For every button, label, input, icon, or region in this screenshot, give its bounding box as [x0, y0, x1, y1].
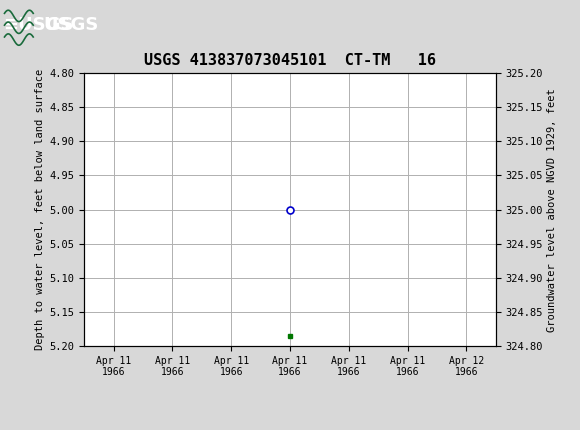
Text: ≡USGS: ≡USGS: [3, 16, 74, 34]
Text: USGS: USGS: [44, 16, 99, 34]
Y-axis label: Groundwater level above NGVD 1929, feet: Groundwater level above NGVD 1929, feet: [548, 88, 557, 332]
Y-axis label: Depth to water level, feet below land surface: Depth to water level, feet below land su…: [35, 69, 45, 350]
Text: USGS 413837073045101  CT-TM   16: USGS 413837073045101 CT-TM 16: [144, 53, 436, 68]
